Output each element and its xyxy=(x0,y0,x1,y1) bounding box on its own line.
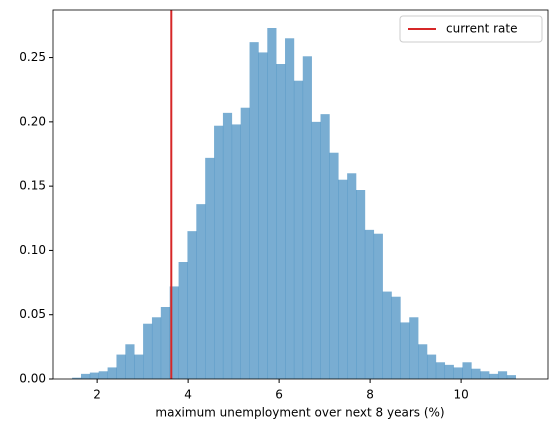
bar xyxy=(196,204,206,379)
y-tick-label: 0.20 xyxy=(19,114,46,128)
bar xyxy=(98,371,108,379)
bar xyxy=(72,377,82,379)
bar xyxy=(426,354,437,379)
x-axis-label: maximum unemployment over next 8 years (… xyxy=(155,406,444,420)
bar xyxy=(311,121,321,379)
bar xyxy=(391,296,401,379)
bar xyxy=(80,373,91,379)
x-tick-label: 8 xyxy=(366,388,374,402)
bar xyxy=(169,286,179,379)
bar xyxy=(240,107,250,379)
bar xyxy=(107,367,117,379)
bar xyxy=(116,354,126,379)
bar xyxy=(178,262,188,379)
y-tick-label: 0.05 xyxy=(19,307,46,321)
bar xyxy=(453,367,463,379)
bar xyxy=(471,368,481,379)
bar xyxy=(382,291,392,379)
bar xyxy=(338,179,348,379)
bar xyxy=(373,233,383,379)
bar xyxy=(151,317,162,379)
x-tick-label: 10 xyxy=(453,388,468,402)
bar xyxy=(293,80,304,379)
bar xyxy=(320,114,330,380)
x-tick-label: 6 xyxy=(275,388,283,402)
bar xyxy=(160,307,170,379)
bar xyxy=(435,362,446,379)
bar xyxy=(258,52,268,380)
bar xyxy=(276,64,286,379)
bar xyxy=(187,231,197,379)
bar xyxy=(364,229,375,379)
bar xyxy=(205,157,215,379)
bar xyxy=(480,371,490,379)
bar xyxy=(125,344,135,379)
bar xyxy=(356,190,366,379)
bar xyxy=(143,323,153,379)
x-tick-label: 2 xyxy=(93,388,101,402)
x-tick-label: 4 xyxy=(184,388,192,402)
y-tick-label: 0.25 xyxy=(19,50,46,64)
bar xyxy=(222,112,233,379)
axes-frame xyxy=(52,9,549,380)
bar xyxy=(489,373,499,379)
bar xyxy=(302,56,312,380)
bar xyxy=(418,344,428,379)
bar xyxy=(462,362,472,379)
bar xyxy=(400,322,410,379)
bar xyxy=(409,317,419,379)
legend-label: current rate xyxy=(446,22,517,36)
bar xyxy=(231,124,241,379)
bar xyxy=(506,375,516,379)
bar xyxy=(134,354,144,379)
bar xyxy=(214,125,224,379)
y-tick-label: 0.10 xyxy=(19,243,46,257)
y-tick-label: 0.00 xyxy=(19,372,46,386)
bar xyxy=(444,364,454,379)
y-tick-label: 0.15 xyxy=(19,179,46,193)
bar xyxy=(285,38,295,380)
bar xyxy=(249,42,259,380)
bar xyxy=(347,173,357,379)
bar xyxy=(89,372,100,379)
legend-box xyxy=(399,15,543,43)
bar xyxy=(329,152,339,379)
bar xyxy=(497,371,508,379)
bar xyxy=(267,28,277,379)
